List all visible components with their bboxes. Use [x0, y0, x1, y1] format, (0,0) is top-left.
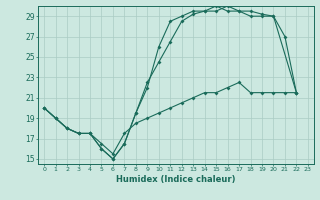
X-axis label: Humidex (Indice chaleur): Humidex (Indice chaleur) [116, 175, 236, 184]
